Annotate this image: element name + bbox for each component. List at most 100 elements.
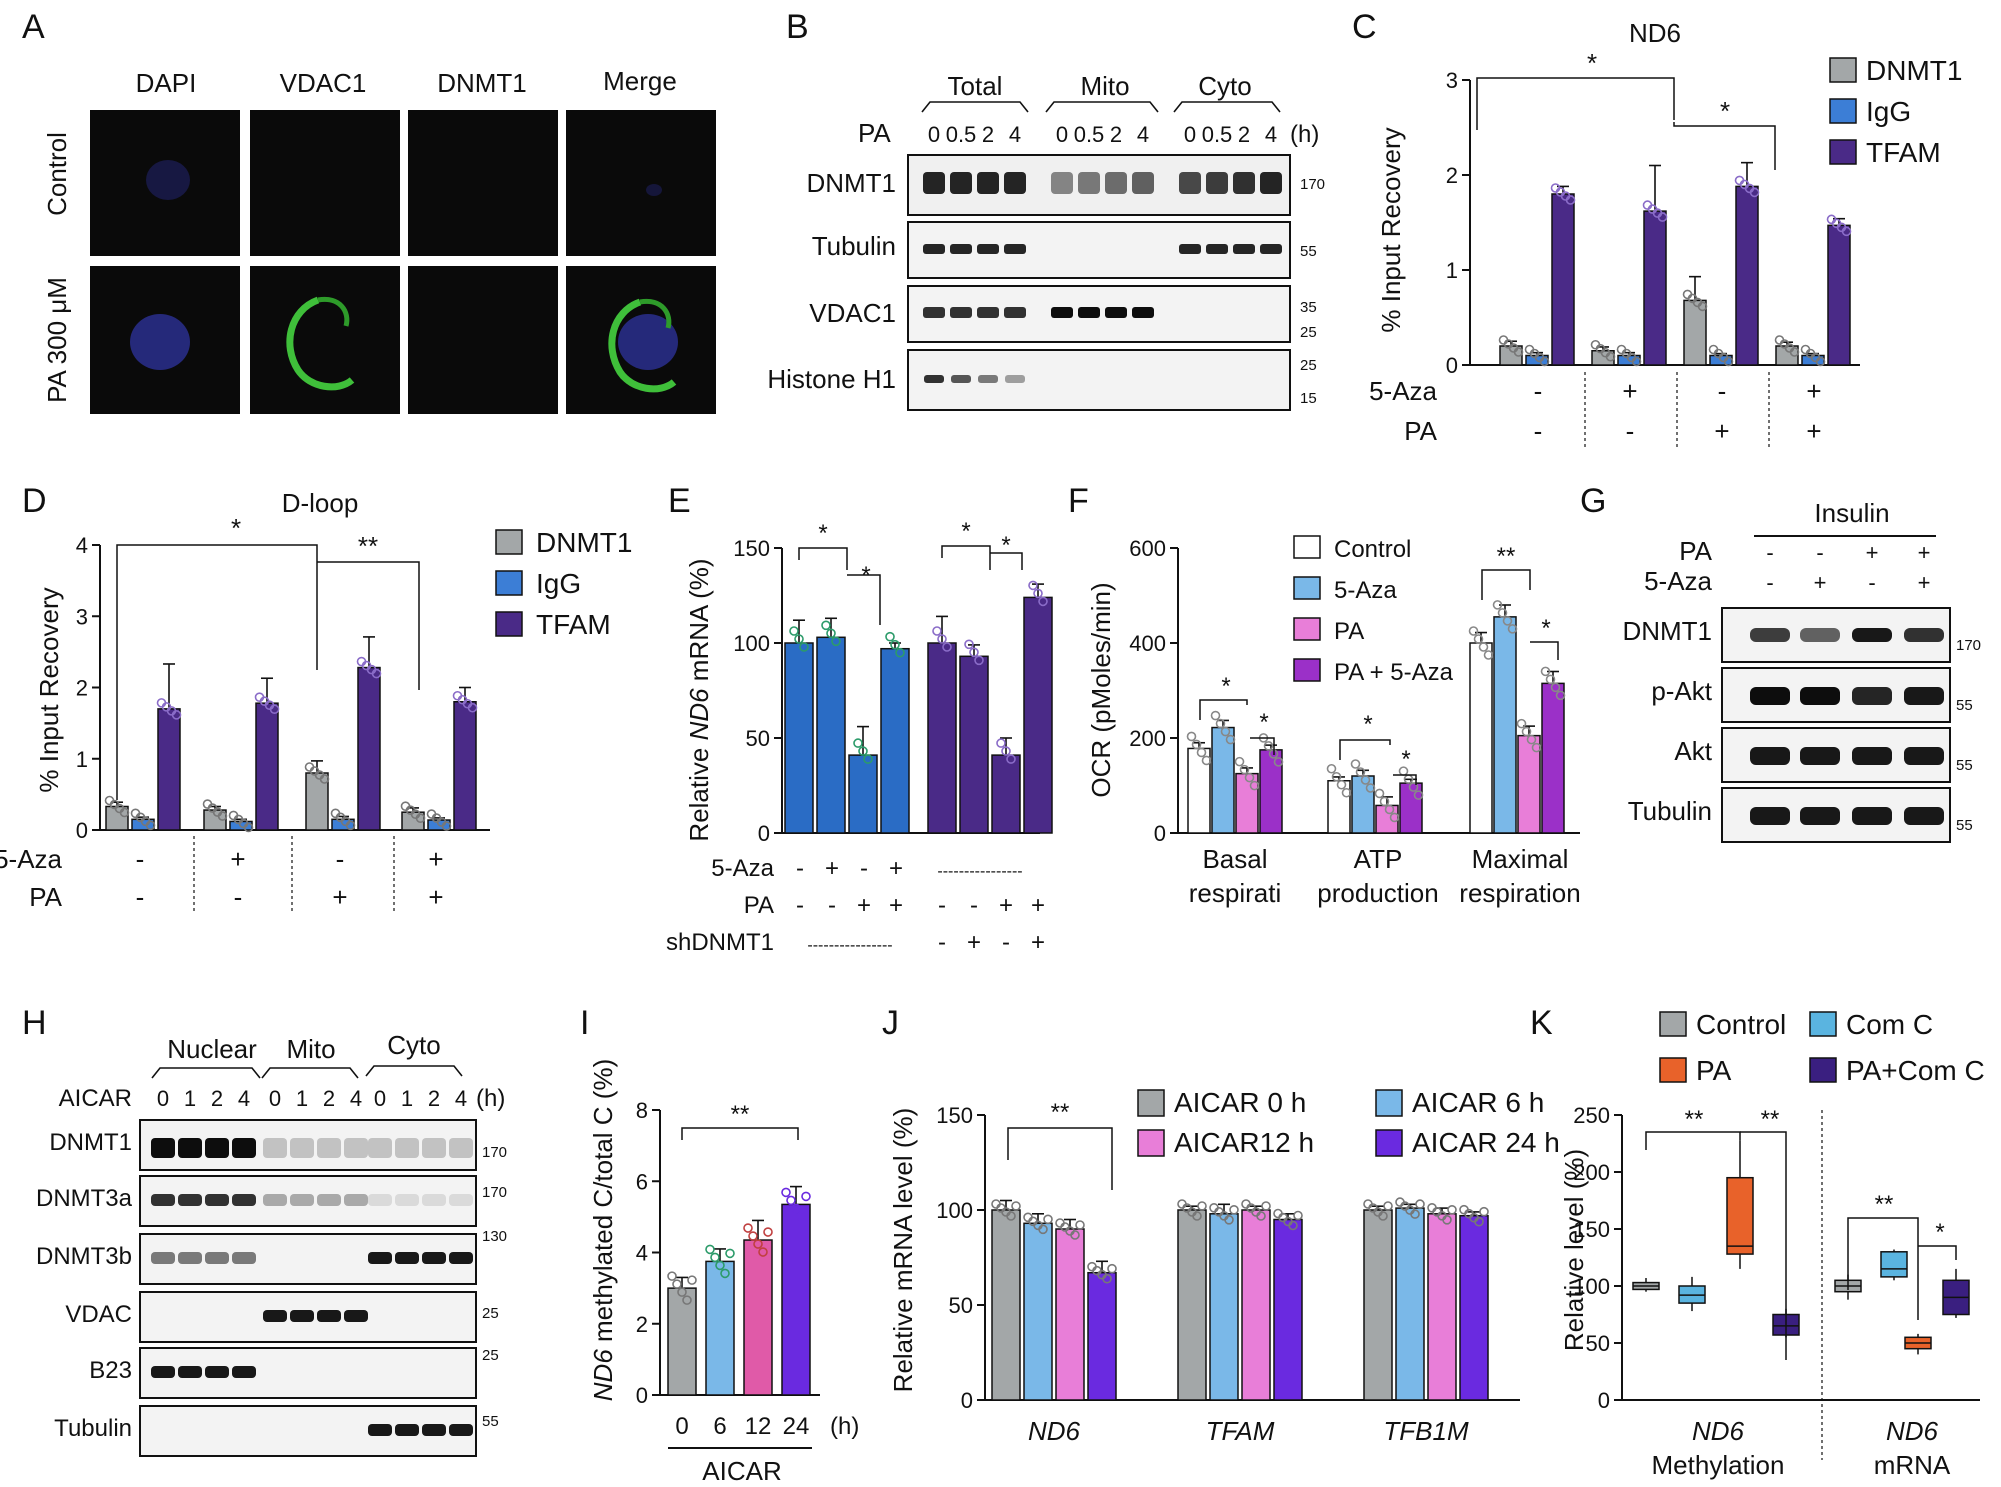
bar-pa — [1517, 734, 1541, 834]
legend-swatch — [1293, 576, 1321, 600]
legend-label: 5-Aza — [1334, 577, 1397, 604]
panel-b: B Total Mito Cyto PA 0 0.5 2 4 0 0.5 2 4 0 0.5 2 4 … — [767, 8, 1325, 411]
band — [1105, 307, 1127, 318]
panel-e: E Relative ND6 mRNA (%) 0 50 100 150 * * * * 5-Az… — [666, 482, 1053, 956]
data-point — [715, 1260, 725, 1271]
sig-bracket — [1339, 739, 1391, 760]
band — [317, 1194, 341, 1206]
y-tick-label: 100 — [936, 1198, 973, 1223]
data-point — [1442, 1215, 1452, 1225]
sig-star: ** — [358, 531, 378, 561]
bar — [880, 647, 910, 834]
nucleus-stain — [130, 314, 190, 370]
data-point — [345, 820, 356, 831]
bar-pa-5-aza — [1259, 749, 1283, 834]
band — [151, 1366, 175, 1378]
x-category-label: production — [1317, 878, 1438, 908]
y-axis-title: Relative level (%) — [1559, 1149, 1589, 1351]
band — [1904, 747, 1944, 765]
band — [422, 1424, 446, 1436]
legend-label: DNMT1 — [1866, 55, 1962, 86]
data-point — [1191, 739, 1202, 750]
band — [1260, 244, 1282, 254]
data-point — [1447, 1205, 1457, 1215]
cond-sign: - — [938, 929, 946, 956]
band — [977, 244, 999, 254]
bar — [1087, 1271, 1117, 1401]
cond-sign: + — [230, 844, 245, 874]
cond-dashes: ---------------- — [937, 863, 1022, 880]
blot-strip — [907, 349, 1291, 411]
y-axis-title-part: Relative — [684, 740, 714, 841]
data-point — [1526, 734, 1537, 745]
data-point — [1336, 779, 1347, 790]
data-point — [1550, 682, 1561, 693]
band — [924, 375, 944, 383]
band — [368, 1252, 392, 1264]
col-vdac1: VDAC1 — [280, 68, 367, 98]
legend-swatch — [1137, 1089, 1165, 1117]
band — [950, 172, 972, 194]
sig-bracket — [1918, 1245, 1957, 1260]
cond-label: PA — [744, 892, 774, 919]
data-point — [1374, 788, 1385, 799]
band — [151, 1194, 175, 1206]
data-point — [171, 710, 182, 720]
band — [178, 1366, 202, 1378]
data-point — [1789, 347, 1800, 357]
data-point — [890, 639, 900, 650]
legend-label: PA + 5-Aza — [1334, 659, 1454, 686]
y-tick-label: 600 — [1129, 536, 1166, 561]
bar-tfam — [1735, 185, 1759, 366]
x-category-label: ND6 — [1028, 1416, 1081, 1446]
y-tick-label: 0 — [636, 1383, 648, 1408]
blot-row-vdac1: VDAC1 — [809, 298, 896, 328]
legend-label: Com C — [1846, 1009, 1933, 1040]
band — [422, 1194, 446, 1206]
band — [205, 1194, 229, 1206]
data-point — [1539, 356, 1550, 367]
band — [1179, 244, 1201, 254]
data-point — [1256, 1211, 1266, 1221]
time-label: 2 — [211, 1086, 223, 1111]
band — [395, 1252, 419, 1264]
bar-control — [1469, 642, 1493, 834]
row-control: Control — [42, 132, 72, 216]
legend-label: DNMT1 — [536, 527, 632, 558]
data-point — [467, 702, 478, 713]
data-point — [319, 774, 330, 784]
data-point — [1001, 746, 1011, 756]
band — [344, 1138, 368, 1158]
panel-label-j: J — [882, 1004, 899, 1042]
y-axis-title: OCR (pMoles/min) — [1086, 582, 1116, 797]
cond-sign: - — [970, 892, 978, 919]
bar-control — [1187, 747, 1211, 834]
legend-label: PA — [1334, 618, 1364, 645]
cond-sign: + — [332, 882, 347, 912]
bar — [1273, 1218, 1303, 1401]
legend-swatch — [1829, 139, 1857, 165]
legend-swatch — [1659, 1011, 1687, 1037]
band — [1904, 687, 1944, 705]
blot-row-akt: Akt — [1674, 736, 1712, 766]
panel-label-e: E — [668, 482, 691, 520]
time-label: 0.5 — [946, 122, 977, 147]
cond-label: 5-Aza — [0, 844, 63, 874]
sig-star: ** — [1685, 1106, 1704, 1133]
cond-sign: + — [428, 882, 443, 912]
sig-bracket — [1847, 1217, 1919, 1320]
cond-sign: + — [825, 855, 839, 882]
y-tick-label: 0 — [1154, 821, 1166, 846]
y-axis-title: Relative ND6 mRNA (%) — [684, 558, 714, 841]
col-dapi: DAPI — [136, 68, 197, 98]
mw-marker: 55 — [1956, 697, 1973, 714]
y-axis-title: % Input Recovery — [1376, 127, 1406, 332]
sig-star: ** — [1761, 1106, 1780, 1133]
data-point — [217, 811, 228, 821]
insulin-header: Insulin — [1814, 498, 1889, 528]
mito-stain — [608, 298, 677, 393]
blot-row-pakt: p-Akt — [1651, 676, 1712, 706]
panel-label-i: I — [580, 1004, 589, 1042]
mw-marker: 25 — [482, 1347, 499, 1364]
